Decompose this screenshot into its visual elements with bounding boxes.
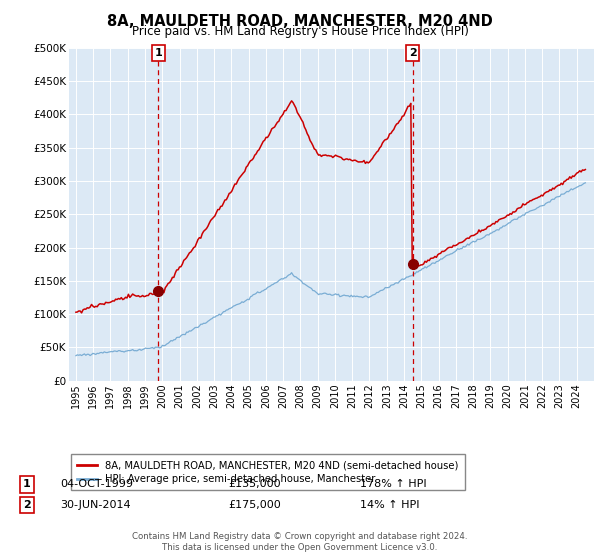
Text: 1: 1 bbox=[23, 479, 31, 489]
Text: 8A, MAULDETH ROAD, MANCHESTER, M20 4ND: 8A, MAULDETH ROAD, MANCHESTER, M20 4ND bbox=[107, 14, 493, 29]
Legend: 8A, MAULDETH ROAD, MANCHESTER, M20 4ND (semi-detached house), HPI: Average price: 8A, MAULDETH ROAD, MANCHESTER, M20 4ND (… bbox=[71, 454, 465, 490]
Text: Price paid vs. HM Land Registry's House Price Index (HPI): Price paid vs. HM Land Registry's House … bbox=[131, 25, 469, 38]
Text: 2: 2 bbox=[23, 500, 31, 510]
Text: £175,000: £175,000 bbox=[228, 500, 281, 510]
Text: 178% ↑ HPI: 178% ↑ HPI bbox=[360, 479, 427, 489]
Text: £135,000: £135,000 bbox=[228, 479, 281, 489]
Text: 14% ↑ HPI: 14% ↑ HPI bbox=[360, 500, 419, 510]
Text: 30-JUN-2014: 30-JUN-2014 bbox=[60, 500, 131, 510]
Text: 1: 1 bbox=[155, 48, 163, 58]
Text: 04-OCT-1999: 04-OCT-1999 bbox=[60, 479, 133, 489]
Text: Contains HM Land Registry data © Crown copyright and database right 2024.
This d: Contains HM Land Registry data © Crown c… bbox=[132, 532, 468, 552]
Text: 2: 2 bbox=[409, 48, 416, 58]
